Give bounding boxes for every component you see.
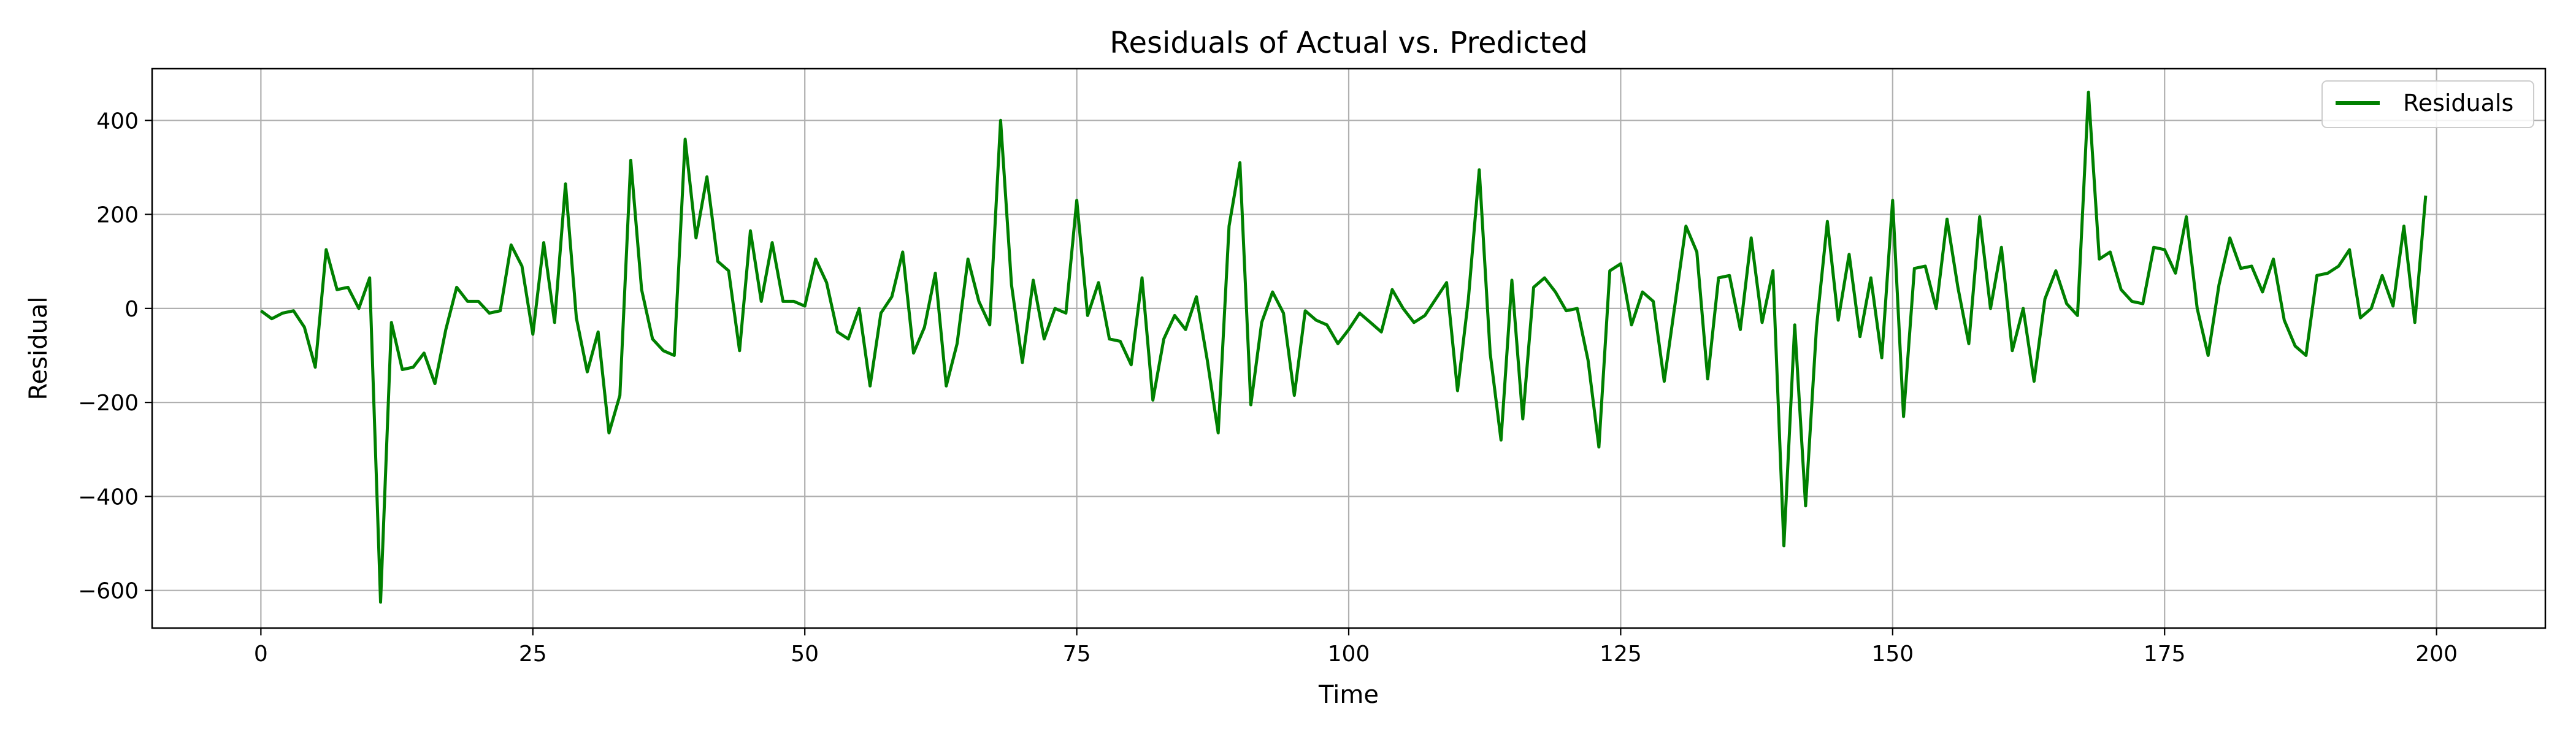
legend-label: Residuals	[2403, 90, 2513, 117]
x-tick-label: 50	[791, 642, 819, 667]
y-tick-label: −200	[78, 391, 139, 416]
x-tick-label: 150	[1871, 642, 1914, 667]
y-axis-title: Residual	[25, 297, 53, 401]
y-axis: −600 −400 −200 0 200 400	[78, 109, 152, 604]
x-tick-label: 175	[2144, 642, 2186, 667]
y-tick-label: 200	[96, 203, 139, 228]
x-tick-label: 200	[2415, 642, 2458, 667]
x-tick-label: 25	[519, 642, 547, 667]
grid	[152, 69, 2545, 628]
series-layer	[259, 90, 2428, 604]
y-tick-label: −600	[78, 579, 139, 604]
x-tick-label: 125	[1600, 642, 1642, 667]
x-axis-title: Time	[1318, 681, 1379, 709]
y-tick-label: −400	[78, 485, 139, 510]
x-axis: 0 25 50 75 100 125 150 175 200	[254, 628, 2458, 667]
x-tick-label: 100	[1328, 642, 1370, 667]
chart-title: Residuals of Actual vs. Predicted	[1110, 26, 1587, 60]
legend-box	[2321, 80, 2534, 128]
y-tick-label: 0	[125, 297, 139, 322]
x-tick-label: 0	[254, 642, 268, 667]
y-tick-label: 400	[96, 109, 139, 134]
series-line-residuals	[259, 90, 2428, 604]
x-tick-label: 75	[1063, 642, 1091, 667]
legend: Residuals	[2321, 80, 2534, 128]
